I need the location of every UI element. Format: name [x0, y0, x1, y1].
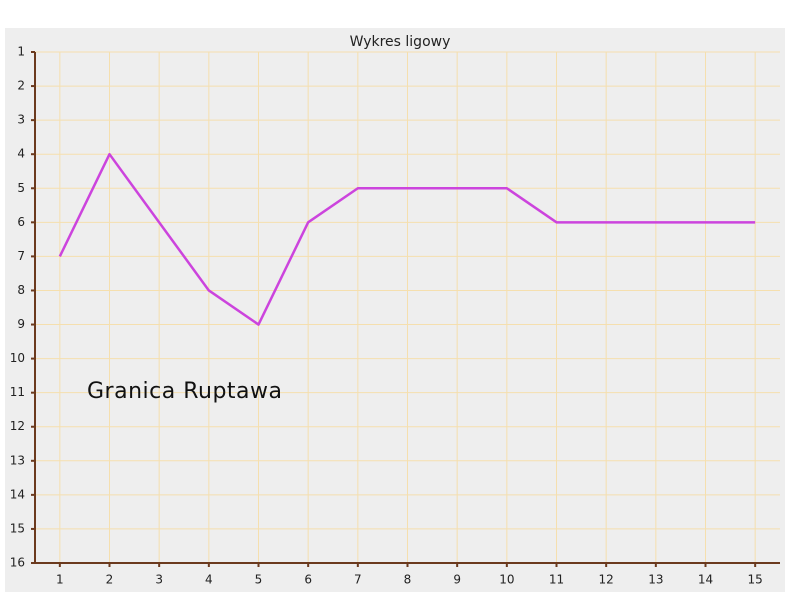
x-tick-label: 14 — [698, 573, 713, 587]
y-tick-label: 12 — [10, 419, 25, 433]
y-tick-label: 8 — [17, 283, 25, 297]
x-tick-label: 11 — [549, 573, 564, 587]
x-tick-label: 10 — [499, 573, 514, 587]
y-tick-label: 1 — [17, 45, 25, 59]
y-tick-label: 2 — [17, 79, 25, 93]
y-tick-label: 9 — [17, 317, 25, 331]
y-tick-label: 3 — [17, 113, 25, 127]
x-tick-label: 7 — [354, 573, 362, 587]
y-tick-label: 13 — [10, 453, 25, 467]
chart-title: Wykres ligowy — [350, 34, 451, 50]
x-tick-label: 13 — [648, 573, 663, 587]
y-tick-label: 11 — [10, 385, 25, 399]
y-tick-label: 4 — [17, 147, 25, 161]
x-tick-label: 4 — [205, 573, 213, 587]
annotation: Granica Ruptawa — [87, 379, 283, 404]
y-tick-label: 5 — [17, 181, 25, 195]
x-tick-label: 12 — [599, 573, 614, 587]
y-tick-label: 7 — [17, 249, 25, 263]
y-tick-label: 10 — [10, 351, 25, 365]
y-tick-label: 14 — [10, 487, 25, 501]
x-tick-label: 8 — [404, 573, 412, 587]
chart-panel — [5, 28, 785, 592]
y-tick-label: 15 — [10, 521, 25, 535]
x-tick-label: 5 — [255, 573, 263, 587]
x-tick-label: 6 — [304, 573, 312, 587]
x-tick-label: 1 — [56, 573, 64, 587]
x-tick-label: 3 — [155, 573, 163, 587]
x-tick-label: 2 — [106, 573, 114, 587]
series-line — [58, 152, 756, 326]
x-tick-label: 15 — [748, 573, 763, 587]
y-tick-label: 16 — [10, 556, 25, 570]
y-tick-label: 6 — [17, 215, 25, 229]
x-tick-label: 9 — [453, 573, 461, 587]
